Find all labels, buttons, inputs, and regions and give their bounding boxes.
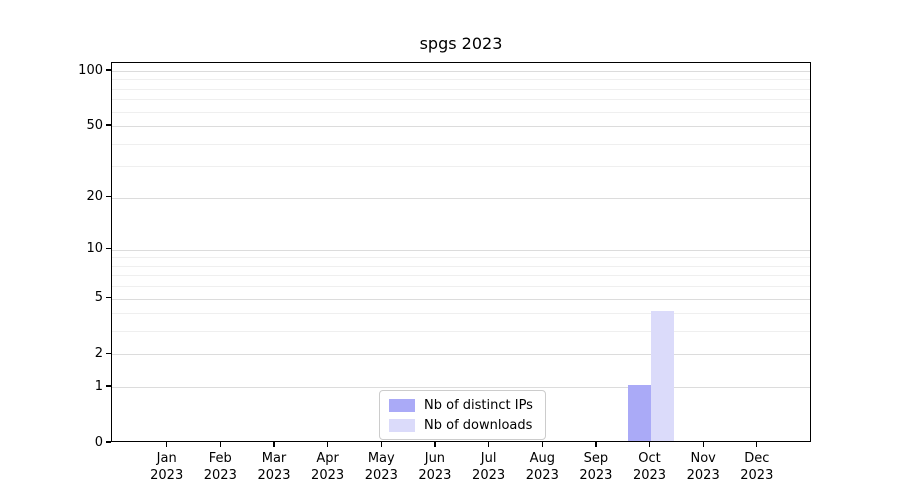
y-tick-mark <box>106 441 111 443</box>
minor-gridline <box>112 166 810 168</box>
chart-title: spgs 2023 <box>419 34 503 53</box>
x-tick-mark <box>326 442 329 447</box>
y-tick-label: 100 <box>78 62 103 78</box>
minor-gridline <box>112 143 810 145</box>
y-tick-label: 5 <box>94 290 103 306</box>
downloads-swatch-icon <box>389 418 415 432</box>
x-tick-label: Dec 2023 <box>740 451 774 483</box>
x-tick-label: May 2023 <box>364 451 398 483</box>
y-tick-label: 2 <box>94 345 103 361</box>
distinct-ips-swatch-icon <box>389 398 415 412</box>
x-tick-mark <box>756 442 758 447</box>
y-tick-label: 10 <box>86 241 103 257</box>
x-tick-label: Nov 2023 <box>686 451 720 483</box>
major-gridline <box>112 387 810 389</box>
major-gridline <box>112 71 810 72</box>
minor-gridline <box>112 275 810 277</box>
minor-gridline <box>112 265 810 267</box>
minor-gridline <box>112 88 810 90</box>
legend-item-distinct-ips: Nb of distinct IPs <box>389 397 536 413</box>
y-tick-mark <box>106 248 111 250</box>
x-tick-mark <box>648 442 651 447</box>
y-tick-mark <box>106 352 111 355</box>
y-tick-mark <box>106 385 111 387</box>
y-tick-mark <box>106 124 111 126</box>
y-tick-mark <box>106 296 111 299</box>
legend-label: Nb of distinct IPs <box>424 397 533 413</box>
y-tick-mark <box>106 69 111 71</box>
legend-item-downloads: Nb of downloads <box>389 417 536 433</box>
major-gridline <box>112 298 810 300</box>
minor-gridline <box>112 79 810 81</box>
minor-gridline <box>112 313 810 315</box>
x-tick-mark <box>166 442 168 447</box>
x-tick-mark <box>487 442 490 447</box>
x-tick-label: Mar 2023 <box>257 451 291 483</box>
y-tick-label: 0 <box>94 434 103 450</box>
minor-gridline <box>112 99 810 101</box>
x-tick-label: Oct 2023 <box>632 451 667 483</box>
major-gridline <box>112 197 810 199</box>
x-tick-label: Jan 2023 <box>150 451 184 483</box>
minor-gridline <box>112 257 810 259</box>
minor-gridline <box>112 111 810 113</box>
x-tick-label: Sep 2023 <box>579 451 613 483</box>
y-tick-label: 50 <box>86 117 103 133</box>
plot-area: Nb of distinct IPs Nb of downloads <box>111 62 811 442</box>
y-tick-mark <box>106 195 111 198</box>
major-gridline <box>112 126 810 128</box>
y-tick-label: 1 <box>94 378 103 394</box>
x-tick-mark <box>380 442 382 447</box>
x-tick-label: Apr 2023 <box>311 451 345 483</box>
x-tick-label: Feb 2023 <box>203 451 237 483</box>
minor-gridline <box>112 331 810 333</box>
x-tick-label: Jun 2023 <box>418 451 452 483</box>
x-tick-mark <box>541 442 543 447</box>
legend-label: Nb of downloads <box>424 417 533 433</box>
major-gridline <box>112 354 810 356</box>
x-tick-mark <box>219 442 222 447</box>
bar-distinct-ips <box>627 385 651 441</box>
x-tick-mark <box>434 442 436 447</box>
x-tick-mark <box>273 442 275 447</box>
x-tick-mark <box>595 442 597 447</box>
x-tick-label: Aug 2023 <box>525 451 559 483</box>
legend: Nb of distinct IPs Nb of downloads <box>379 390 546 440</box>
y-tick-label: 20 <box>86 189 103 205</box>
minor-gridline <box>112 286 810 288</box>
x-tick-mark <box>702 442 704 447</box>
major-gridline <box>112 249 810 251</box>
x-tick-label: Jul 2023 <box>472 451 506 483</box>
bar-downloads <box>650 311 674 441</box>
